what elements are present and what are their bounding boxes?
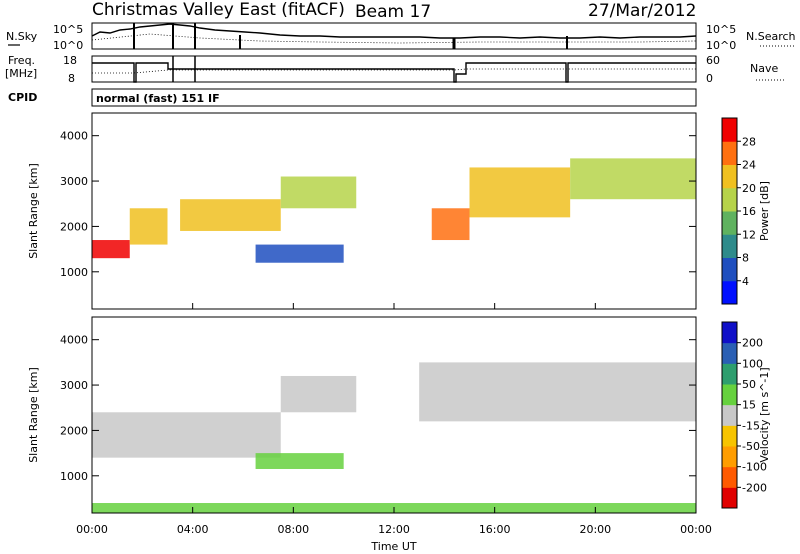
power-colorbar-swatch-3: [722, 211, 737, 235]
nsky-tick-max: 10^5: [53, 23, 83, 36]
x-tick-label-5: 20:00: [579, 523, 611, 536]
power-colorbar-swatch-2: [722, 234, 737, 258]
nsky-tick-min: 10^0: [53, 39, 83, 52]
velocity-y-tick-label-0: 1000: [60, 470, 88, 483]
velocity-colorbar-frame: [721, 321, 738, 509]
power-marks: [92, 158, 696, 263]
velocity-colorbar-swatch-1: [722, 466, 737, 488]
velocity-panel: 1000 2000 3000 4000 Slant Range [km] -200 -1…: [27, 316, 771, 514]
power-y-tick-label-0: 1000: [60, 266, 88, 279]
freq-tick-max: 18: [63, 54, 77, 67]
nsky-label: N.Sky: [6, 30, 38, 43]
nsearch-tick-max: 10^5: [706, 23, 736, 36]
power-feature-6: [469, 167, 571, 218]
velocity-y-tick-label-2: 3000: [60, 379, 88, 392]
x-tick-label-1: 04:00: [177, 523, 209, 536]
freq-tick-min: 8: [68, 72, 75, 85]
velocity-feature-0: [92, 412, 281, 458]
velocity-feature-3: [419, 362, 696, 422]
power-feature-2: [180, 199, 281, 231]
power-colorbar-swatch-7: [722, 118, 737, 142]
velocity-colorbar-tick-label-7: 200: [742, 337, 763, 350]
power-feature-5: [431, 208, 470, 241]
nave-tick-max: 60: [706, 54, 720, 67]
nave-label: Nave: [750, 62, 778, 75]
velocity-colorbar-tick-label-3: -15: [742, 419, 760, 432]
date-label: 27/Mar/2012: [588, 1, 696, 21]
power-colorbar-tick-label-1: 8: [742, 252, 749, 265]
power-colorbar-tick-label-6: 28: [742, 135, 756, 148]
power-y-axis-label: Slant Range [km]: [27, 163, 40, 259]
freq-label-1: Freq.: [8, 54, 35, 67]
velocity-colorbar-swatch-3: [722, 425, 737, 447]
velocity-colorbar-tick-label-5: 50: [742, 378, 756, 391]
freq-panel: Freq. [MHz] 18 8 60 0 Nave: [5, 54, 784, 85]
velocity-colorbar-swatch-7: [722, 342, 737, 364]
plot-title: Christmas Valley East (fitACF): [92, 0, 345, 20]
velocity-colorbar-swatch-0: [722, 487, 737, 509]
x-tick-label-2: 08:00: [277, 523, 309, 536]
x-tick-label-0: 00:00: [76, 523, 108, 536]
power-y-tick-label-3: 4000: [60, 130, 88, 143]
cpid-text: normal (fast) 151 IF: [96, 92, 220, 105]
nsky-trace: [91, 23, 697, 39]
cpid-panel: CPID normal (fast) 151 IF: [8, 88, 697, 107]
velocity-y-tick-label-1: 2000: [60, 424, 88, 437]
power-colorbar-swatch-0: [722, 280, 737, 305]
velocity-colorbar-label: Velocity [m s^-1]: [758, 367, 771, 462]
nsearch-tick-min: 10^0: [706, 39, 736, 52]
power-colorbar-tick-label-2: 12: [742, 228, 756, 241]
power-colorbar-tick-label-5: 24: [742, 159, 756, 172]
velocity-y-tick-label-3: 4000: [60, 334, 88, 347]
power-colorbar-swatch-1: [722, 257, 737, 282]
x-axis-label: Time UT: [370, 540, 416, 553]
beam-label: Beam 17: [355, 2, 431, 22]
nave-tick-min: 0: [706, 72, 713, 85]
power-y-tick-label-2: 3000: [60, 175, 88, 188]
velocity-y-axis: 1000 2000 3000 4000: [60, 334, 696, 483]
power-colorbar-tick-label-3: 16: [742, 205, 756, 218]
time-x-axis: 00:00 04:00 08:00 12:00 16:00 20:00 00:00: [76, 303, 712, 536]
velocity-colorbar: -200 -100 -50 -15 15 50 100 200: [721, 321, 767, 509]
nsky-panel: N.Sky 10^5 10^0 10^5 10^0 N.Search: [6, 22, 796, 52]
velocity-marks: [92, 362, 696, 513]
velocity-colorbar-swatch-8: [722, 322, 737, 344]
velocity-colorbar-swatch-5: [722, 384, 737, 406]
power-feature-0: [92, 240, 130, 259]
x-tick-label-3: 12:00: [378, 523, 410, 536]
x-tick-label-4: 16:00: [479, 523, 511, 536]
power-panel: 1000 2000 3000 4000 Slant Range [km] 4 8 12 16…: [27, 112, 771, 310]
velocity-colorbar-tick-label-0: -200: [742, 481, 767, 494]
power-y-tick-label-1: 2000: [60, 220, 88, 233]
velocity-colorbar-swatch-2: [722, 446, 737, 468]
cpid-label: CPID: [8, 91, 37, 104]
velocity-colorbar-tick-label-2: -50: [742, 440, 760, 453]
power-colorbar: 4 8 12 16 20 24 28: [721, 117, 756, 305]
power-y-axis: 1000 2000 3000 4000: [60, 130, 696, 279]
power-feature-3: [280, 176, 357, 209]
freq-trace: [92, 62, 696, 83]
velocity-colorbar-tick-label-6: 100: [742, 357, 763, 370]
velocity-colorbar-tick-label-1: -100: [742, 461, 767, 474]
power-feature-7: [570, 158, 696, 200]
velocity-colorbar-swatch-4: [722, 404, 737, 426]
power-colorbar-tick-label-0: 4: [742, 275, 749, 288]
velocity-feature-2: [255, 453, 344, 469]
power-colorbar-tick-label-4: 20: [742, 182, 756, 195]
power-colorbar-swatch-6: [722, 141, 737, 165]
velocity-y-axis-label: Slant Range [km]: [27, 367, 40, 463]
power-feature-4: [255, 244, 344, 263]
power-colorbar-swatch-5: [722, 164, 737, 189]
velocity-feature-1: [280, 375, 357, 413]
power-colorbar-swatch-4: [722, 187, 737, 212]
freq-label-2: [MHz]: [5, 67, 37, 80]
power-feature-1: [129, 208, 168, 245]
velocity-colorbar-swatch-6: [722, 363, 737, 385]
velocity-colorbar-tick-label-4: 15: [742, 399, 756, 412]
x-tick-label-6: 00:00: [680, 523, 712, 536]
nsearch-label: N.Search: [746, 30, 796, 43]
power-colorbar-label: Power [dB]: [758, 181, 771, 241]
